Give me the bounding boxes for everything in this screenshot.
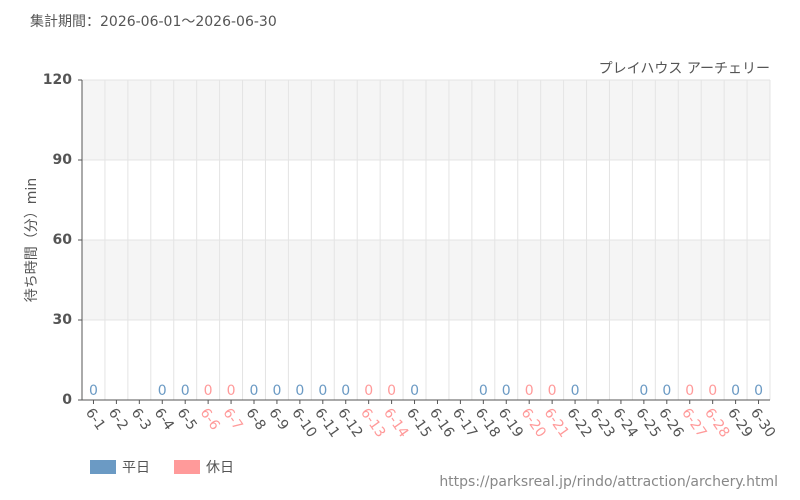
y-tick-label: 60 — [53, 232, 73, 248]
y-tick-label: 0 — [62, 392, 72, 408]
value-label: 0 — [639, 383, 648, 399]
y-tick-label: 120 — [43, 72, 72, 88]
x-tick-label: 6-21 — [541, 405, 572, 440]
legend-swatch — [174, 460, 200, 474]
x-tick-label: 6-17 — [449, 405, 480, 440]
value-label: 0 — [204, 383, 213, 399]
x-tick-label: 6-16 — [426, 405, 457, 440]
source-url: https://parksreal.jp/rindo/attraction/ar… — [439, 474, 778, 490]
value-label: 0 — [227, 383, 236, 399]
x-tick-label: 6-18 — [472, 405, 503, 440]
x-tick-label: 6-29 — [724, 405, 755, 440]
value-label: 0 — [410, 383, 419, 399]
x-tick-label: 6-28 — [701, 405, 732, 440]
x-tick-label: 6-13 — [357, 405, 388, 440]
x-tick-label: 6-8 — [242, 405, 268, 433]
x-tick-label: 6-10 — [288, 405, 319, 440]
legend-label: 休日 — [206, 460, 234, 476]
y-axis-label: 待ち時間（分）min — [24, 178, 40, 302]
value-label: 0 — [158, 383, 167, 399]
chart-title: 集計期間：2026-06-01～2026-06-30 — [30, 13, 277, 30]
y-tick-label: 30 — [53, 312, 73, 328]
legend-label: 平日 — [122, 460, 150, 476]
x-tick-label: 6-9 — [265, 405, 291, 433]
value-label: 0 — [708, 383, 717, 399]
value-label: 0 — [295, 383, 304, 399]
x-tick-label: 6-23 — [586, 405, 617, 440]
value-label: 0 — [318, 383, 327, 399]
x-tick-label: 6-1 — [82, 405, 108, 433]
x-tick-label: 6-26 — [655, 405, 686, 440]
x-tick-label: 6-30 — [747, 405, 778, 440]
value-label: 0 — [754, 383, 763, 399]
value-label: 0 — [479, 383, 488, 399]
x-tick-label: 6-19 — [495, 405, 526, 440]
x-tick-label: 6-5 — [174, 405, 200, 433]
value-label: 0 — [89, 383, 98, 399]
x-tick-label: 6-27 — [678, 405, 709, 440]
value-label: 0 — [364, 383, 373, 399]
value-label: 0 — [525, 383, 534, 399]
x-tick-label: 6-25 — [632, 405, 663, 440]
legend-swatch — [90, 460, 116, 474]
value-label: 0 — [387, 383, 396, 399]
x-tick-label: 6-22 — [564, 405, 595, 440]
value-label: 0 — [502, 383, 511, 399]
x-tick-label: 6-11 — [311, 405, 342, 440]
value-label: 0 — [662, 383, 671, 399]
x-tick-label: 6-14 — [380, 405, 411, 440]
value-label: 0 — [571, 383, 580, 399]
value-label: 0 — [272, 383, 281, 399]
x-tick-label: 6-20 — [518, 405, 549, 440]
x-tick-label: 6-2 — [105, 405, 131, 433]
value-label: 0 — [250, 383, 259, 399]
value-label: 0 — [341, 383, 350, 399]
x-tick-label: 6-7 — [220, 405, 246, 433]
x-tick-label: 6-3 — [128, 405, 154, 433]
value-label: 0 — [548, 383, 557, 399]
y-tick-label: 90 — [53, 152, 73, 168]
value-label: 0 — [181, 383, 190, 399]
x-tick-label: 6-24 — [609, 405, 640, 440]
value-label: 0 — [685, 383, 694, 399]
chart-subtitle: プレイハウス アーチェリー — [599, 61, 770, 77]
x-tick-label: 6-4 — [151, 405, 177, 433]
x-tick-label: 6-6 — [197, 405, 223, 433]
x-tick-label: 6-12 — [334, 405, 365, 440]
x-tick-label: 6-15 — [403, 405, 434, 440]
value-label: 0 — [731, 383, 740, 399]
